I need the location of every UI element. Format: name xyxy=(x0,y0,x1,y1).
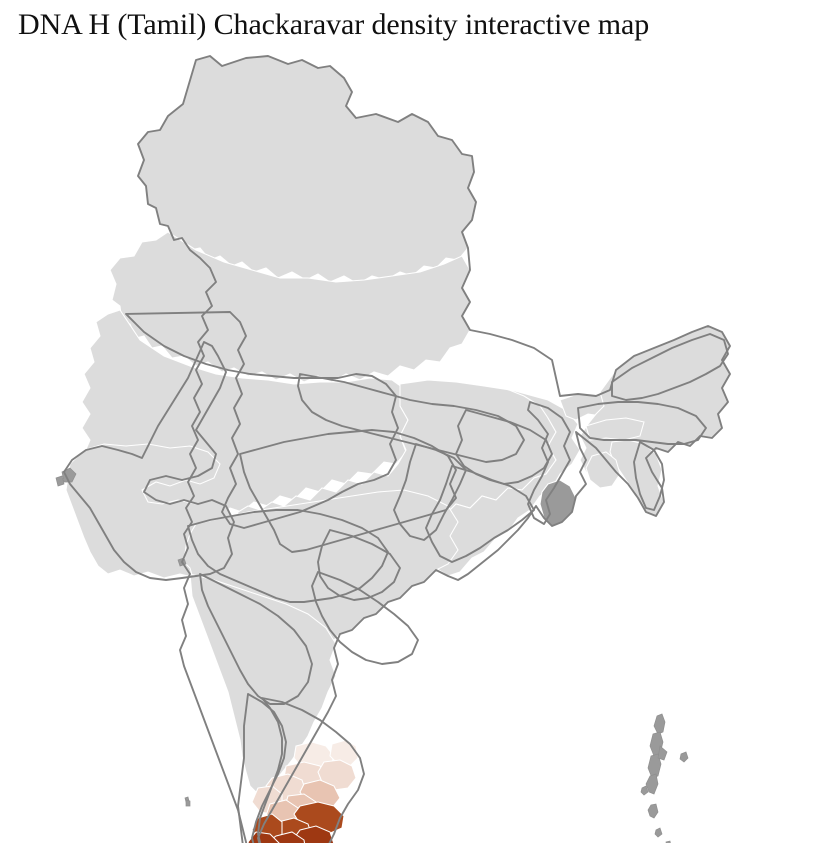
lakshadweep-islands[interactable] xyxy=(185,797,190,806)
region-tripura[interactable] xyxy=(586,452,620,488)
state-border-maharashtra xyxy=(188,510,388,602)
map-canvas[interactable] xyxy=(0,44,838,843)
india-choropleth-svg[interactable] xyxy=(0,44,838,843)
district-thanjavur[interactable] xyxy=(318,760,356,790)
state-boundary-layer xyxy=(64,56,730,843)
state-border-rajasthan xyxy=(126,312,398,528)
state-border-odisha xyxy=(426,466,534,562)
page-title: DNA H (Tamil) Chackaravar density intera… xyxy=(18,8,650,41)
state-border-telangana xyxy=(318,530,400,600)
district-kanyakumari[interactable] xyxy=(248,832,282,843)
state-border-assam xyxy=(578,402,706,444)
state-border-madhya-pradesh xyxy=(240,430,456,552)
state-border-tamil-nadu xyxy=(258,698,364,843)
state-border-gujarat xyxy=(64,342,234,580)
state-border-west-bengal xyxy=(528,402,570,524)
state-border-arunachal xyxy=(612,334,728,400)
gulf-of-kutch-islets[interactable] xyxy=(56,468,76,486)
national-outline xyxy=(138,56,730,843)
region-deccan-south[interactable] xyxy=(190,574,336,794)
state-border-andhra-pradesh xyxy=(312,572,418,664)
state-border-kerala xyxy=(238,694,286,843)
state-border-bihar-jharkhand xyxy=(456,410,552,484)
state-border-ne-hill-states xyxy=(634,442,664,510)
andaman-nicobar-islands[interactable] xyxy=(641,714,688,843)
district-tirunelveli[interactable] xyxy=(268,832,306,843)
state-border-chhattisgarh xyxy=(394,444,466,540)
state-border-karnataka xyxy=(200,574,312,704)
state-border-uttar-pradesh xyxy=(298,374,524,462)
